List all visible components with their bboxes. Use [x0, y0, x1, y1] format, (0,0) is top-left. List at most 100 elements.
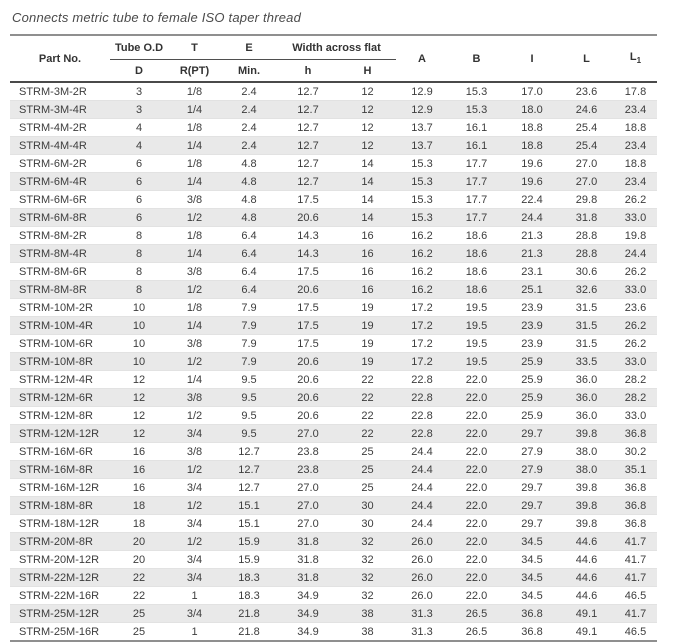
value-cell: 39.8	[559, 424, 614, 443]
table-row: STRM-12M-8R 12 1/2 9.5 20.6 22 22.8 22.0 25.9 36.…	[10, 407, 657, 425]
value-cell: 23.6	[624, 301, 647, 314]
value-cell: 25.9	[521, 373, 543, 386]
spec-table: Part No. Tube O.D T E Width across flat …	[10, 34, 657, 642]
value-cell: 12	[361, 85, 374, 98]
col-header-tube-od: Tube O.D	[110, 34, 168, 60]
value-cell: 17.5	[297, 301, 319, 314]
value-cell: 30.2	[624, 445, 647, 458]
part-no-cell: STRM-20M-8R	[10, 532, 110, 551]
value-cell: 13.7	[411, 121, 433, 134]
table-row: STRM-6M-2R 6 1/8 4.8 12.7 14 15.3 17.7 19.6 27.0 1…	[10, 155, 657, 173]
part-no-cell: STRM-8M-8R	[10, 280, 110, 299]
value-cell: 31.5	[575, 337, 598, 350]
value-cell: 3/8	[186, 193, 203, 206]
value-cell: 22.0	[465, 373, 488, 386]
value-cell: 18.6	[448, 244, 505, 263]
value-cell: 3/4	[168, 424, 221, 443]
value-cell: 29.8	[575, 193, 598, 206]
value-cell: 2.4	[221, 136, 277, 155]
table-row: STRM-16M-8R 16 1/2 12.7 23.8 25 24.4 22.0 27.9 38…	[10, 460, 657, 479]
value-cell: 29.7	[521, 517, 543, 530]
value-cell: 3/4	[186, 553, 203, 566]
value-cell: 15.3	[411, 157, 433, 170]
value-cell: 23.8	[297, 445, 319, 458]
value-cell: 12.9	[411, 85, 433, 98]
value-cell: 20.6	[277, 388, 339, 407]
value-cell: 15.1	[221, 496, 277, 515]
value-cell: 49.1	[575, 625, 598, 638]
value-cell: 25	[361, 481, 374, 494]
value-cell: 12.7	[297, 121, 319, 134]
value-cell: 16	[361, 229, 374, 242]
value-cell: 17.7	[465, 193, 488, 206]
value-cell: 6.4	[241, 229, 257, 242]
value-cell: 7.9	[241, 337, 257, 350]
table-row: STRM-4M-4R 4 1/4 2.4 12.7 12 13.7 16.1 18.8 25.4 2…	[10, 136, 657, 155]
value-cell: 4.8	[221, 172, 277, 191]
part-no-cell: STRM-6M-6R	[19, 193, 87, 206]
value-cell: 12.7	[238, 481, 260, 494]
value-cell: 24.6	[559, 100, 614, 119]
value-cell: 24.4	[505, 208, 559, 227]
value-cell: 21.8	[221, 604, 277, 623]
value-cell: 22.8	[396, 424, 448, 443]
table-row: STRM-6M-8R 6 1/2 4.8 20.6 14 15.3 17.7 24.4 31.8 3…	[10, 208, 657, 227]
value-cell: 23.1	[521, 265, 543, 278]
value-cell: 1/2	[168, 280, 221, 299]
value-cell: 17.5	[297, 193, 319, 206]
value-cell: 22	[110, 568, 168, 587]
value-cell: 20.6	[277, 280, 339, 299]
col-header-width-across-flat: Width across flat	[277, 34, 396, 60]
value-cell: 39.8	[575, 481, 598, 494]
value-cell: 22.0	[465, 589, 488, 602]
value-cell: 44.6	[575, 553, 598, 566]
value-cell: 3/8	[168, 388, 221, 407]
value-cell: 10	[132, 337, 146, 350]
value-cell: 17.7	[448, 172, 505, 191]
value-cell: 31.3	[411, 625, 433, 638]
part-no-cell: STRM-22M-16R	[19, 589, 100, 602]
value-cell: 8	[135, 265, 143, 278]
value-cell: 41.7	[624, 553, 647, 566]
value-cell: 36.0	[575, 409, 598, 422]
part-no-cell: STRM-10M-2R	[19, 301, 93, 314]
value-cell: 12	[361, 121, 374, 134]
value-cell: 26.2	[614, 316, 657, 335]
value-cell: 44.6	[575, 589, 598, 602]
value-cell: 3/4	[168, 568, 221, 587]
col-header-e: E	[221, 34, 277, 60]
table-row: STRM-8M-8R 8 1/2 6.4 20.6 16 16.2 18.6 25.1 32.6 3…	[10, 280, 657, 299]
col-header-b: B	[448, 34, 505, 83]
value-cell: 30	[361, 517, 374, 530]
value-cell: 12.7	[297, 157, 319, 170]
col-header-l1: L1	[614, 34, 657, 83]
table-header: Part No. Tube O.D T E Width across flat …	[10, 34, 657, 83]
value-cell: 25.9	[505, 388, 559, 407]
value-cell: 22	[339, 424, 396, 443]
value-cell: 31.8	[297, 553, 319, 566]
value-cell: 1/8	[186, 301, 203, 314]
table-row: STRM-12M-12R 12 3/4 9.5 27.0 22 22.8 22.0 29.7 39…	[10, 424, 657, 443]
value-cell: 1/2	[168, 208, 221, 227]
value-cell: 3/8	[186, 337, 203, 350]
value-cell: 32	[361, 553, 374, 566]
part-no-cell: STRM-6M-2R	[19, 157, 87, 170]
value-cell: 19.5	[448, 316, 505, 335]
value-cell: 1/4	[168, 100, 221, 119]
value-cell: 14	[361, 193, 374, 206]
table-row: STRM-22M-12R 22 3/4 18.3 31.8 32 26.0 22.0 34.5 4…	[10, 568, 657, 587]
part-no-cell: STRM-12M-12R	[10, 424, 110, 443]
value-cell: 46.5	[624, 625, 647, 638]
value-cell: 26.2	[624, 337, 647, 350]
value-cell: 3/4	[186, 481, 203, 494]
value-cell: 20.6	[277, 352, 339, 371]
value-cell: 39.8	[559, 496, 614, 515]
value-cell: 1/2	[168, 460, 221, 479]
col-header-t: T	[168, 34, 221, 60]
value-cell: 21.3	[505, 244, 559, 263]
value-cell: 3	[110, 100, 168, 119]
value-cell: 22.0	[465, 553, 488, 566]
value-cell: 25.4	[575, 121, 598, 134]
value-cell: 27.9	[505, 460, 559, 479]
col-header-a: A	[396, 34, 448, 83]
